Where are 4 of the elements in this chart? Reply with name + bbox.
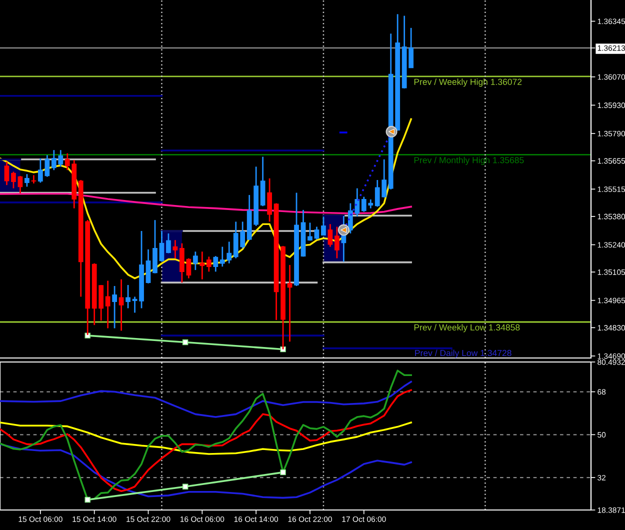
annotation: Prev / Daily Low 1.34728 [415, 350, 512, 358]
ref-line-label: Prev / Monthly High 1.35685 [414, 156, 524, 165]
ref-line-label: Prev / Weekly High 1.36072 [414, 78, 522, 87]
ref-line-label: Prev / Weekly Low 1.34858 [414, 324, 520, 332]
